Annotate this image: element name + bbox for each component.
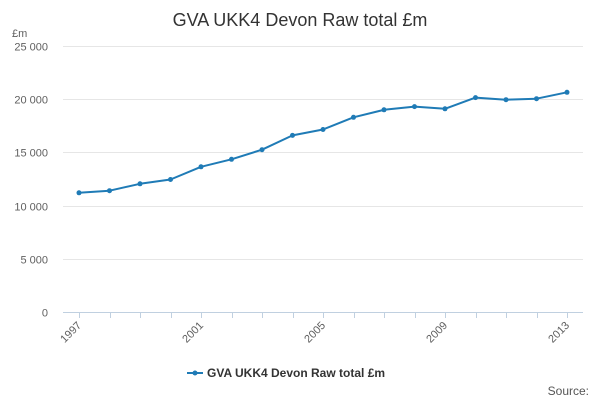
y-tick-label: 5 000 [20,255,48,267]
source-label: Source: [548,384,589,398]
y-tick-label: 25 000 [14,42,48,54]
x-tick-label: 1997 [58,320,84,346]
data-point [534,96,539,102]
y-tick-label: 20 000 [14,95,48,107]
x-tick-label: 2009 [424,320,450,346]
data-point [198,164,204,170]
series-line [78,91,568,194]
legend[interactable]: GVA UKK4 Devon Raw total £m [187,366,385,380]
data-point [381,107,387,113]
data-point [76,190,82,196]
data-point [229,156,234,162]
x-axis: 1997 2001 2005 2009 2013 [58,312,572,345]
y-tick-label: 0 [42,308,48,320]
series-layer [76,89,570,196]
data-point [320,127,326,132]
y-tick-label: 10 000 [14,202,48,214]
gridlines [63,46,583,313]
data-point [564,89,570,95]
x-tick-label: 2013 [546,320,572,346]
y-axis-unit-label: £m [12,28,27,40]
data-point [290,132,295,138]
data-point [503,97,509,103]
chart-title: GVA UKK4 Devon Raw total £m [173,10,428,30]
legend-marker-icon [192,370,198,376]
data-point [107,188,112,194]
data-point [168,177,173,182]
y-tick-label: 15 000 [14,148,48,160]
data-point [259,147,265,153]
y-axis-ticks: 0 5 000 10 000 15 000 20 000 25 000 [14,42,48,320]
legend-label: GVA UKK4 Devon Raw total £m [207,366,385,380]
data-point [473,95,478,101]
data-point [442,106,448,112]
data-point [351,114,356,120]
x-tick-label: 2005 [302,320,328,346]
data-point [412,104,417,110]
data-point [137,181,143,187]
x-tick-label: 2001 [180,320,206,346]
